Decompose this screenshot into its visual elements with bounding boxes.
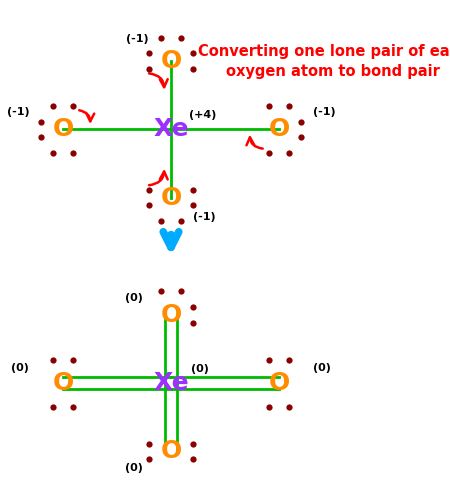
Text: O: O bbox=[160, 185, 182, 210]
Text: (0): (0) bbox=[125, 464, 143, 473]
Text: (0): (0) bbox=[191, 365, 209, 374]
Text: O: O bbox=[160, 49, 182, 73]
Text: (-1): (-1) bbox=[7, 107, 29, 117]
Text: (-1): (-1) bbox=[126, 34, 148, 44]
Text: (-1): (-1) bbox=[194, 212, 216, 222]
Text: Xe: Xe bbox=[153, 117, 189, 142]
Text: O: O bbox=[52, 371, 74, 395]
Text: O: O bbox=[268, 371, 290, 395]
Text: (0): (0) bbox=[125, 293, 143, 303]
Text: Converting one lone pair of each
oxygen atom to bond pair: Converting one lone pair of each oxygen … bbox=[198, 44, 450, 79]
Text: O: O bbox=[268, 117, 290, 142]
Text: (0): (0) bbox=[313, 364, 331, 373]
Text: O: O bbox=[52, 117, 74, 142]
Text: O: O bbox=[160, 439, 182, 464]
Text: (-1): (-1) bbox=[313, 107, 335, 117]
Text: O: O bbox=[160, 303, 182, 327]
Text: (+4): (+4) bbox=[189, 110, 216, 120]
Text: Xe: Xe bbox=[153, 371, 189, 395]
Text: (0): (0) bbox=[11, 364, 29, 373]
